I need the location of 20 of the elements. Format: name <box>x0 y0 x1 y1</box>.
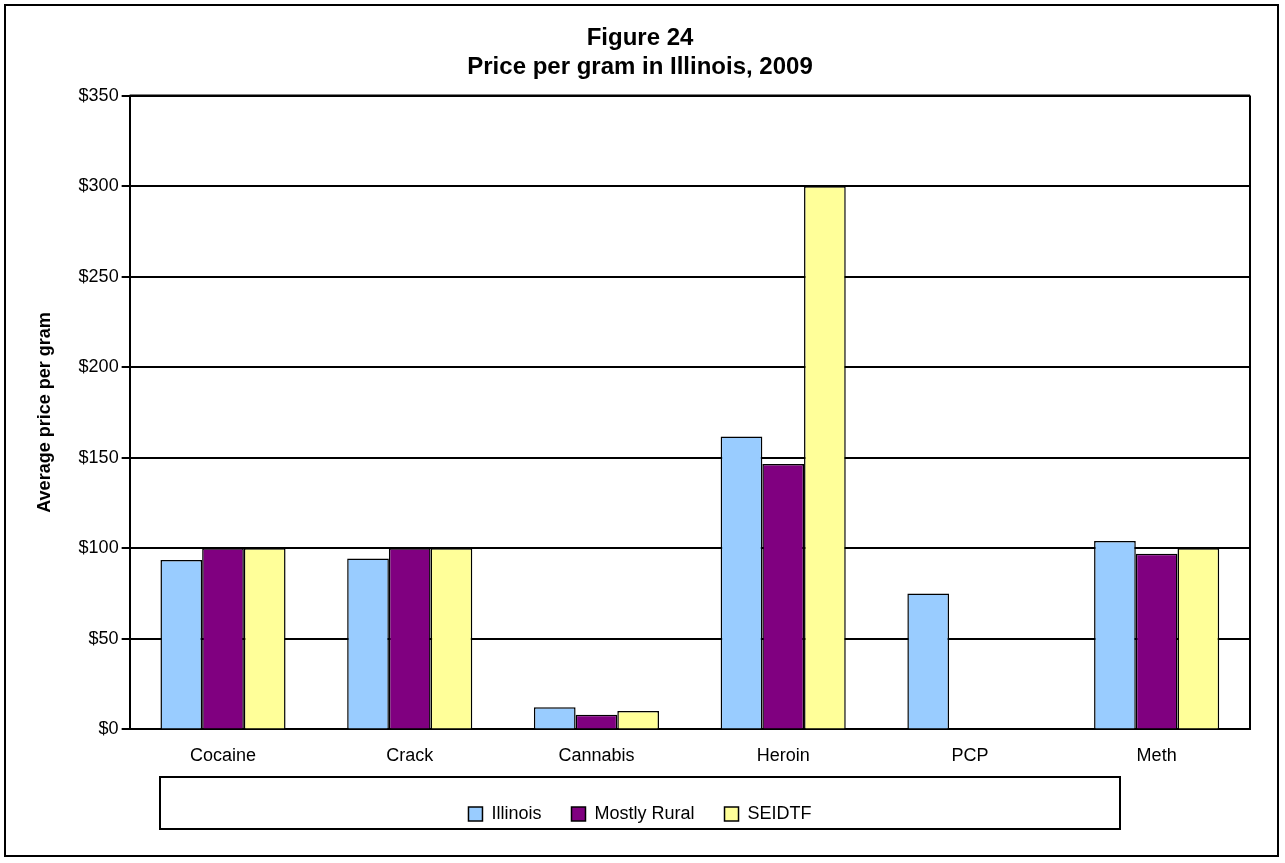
x-tick-label: PCP <box>951 745 989 766</box>
legend-label: Mostly Rural <box>594 802 695 823</box>
x-tick-label: Crack <box>386 745 435 766</box>
y-tick-label: $0 <box>98 718 119 739</box>
y-tick-label: $250 <box>78 265 119 286</box>
legend-label: SEIDTF <box>747 802 812 823</box>
y-axis-title: Average price per gram <box>33 312 54 513</box>
x-tick-label: Cocaine <box>189 745 257 766</box>
x-tick-label: Cannabis <box>558 745 635 766</box>
y-tick-label: $100 <box>78 537 119 558</box>
y-tick-label: $200 <box>78 356 119 377</box>
y-tick-label: $350 <box>78 84 119 105</box>
x-tick-label: Heroin <box>756 745 810 766</box>
y-tick-label: $150 <box>78 446 119 467</box>
legend-label: Illinois <box>491 802 542 823</box>
text: Figure 24 <box>586 23 694 51</box>
x-tick-label: Meth <box>1136 745 1177 766</box>
y-tick-label: $300 <box>78 175 119 196</box>
y-tick-label: $50 <box>88 627 119 648</box>
text: Price per gram in Illinois, 2009 <box>467 51 813 79</box>
